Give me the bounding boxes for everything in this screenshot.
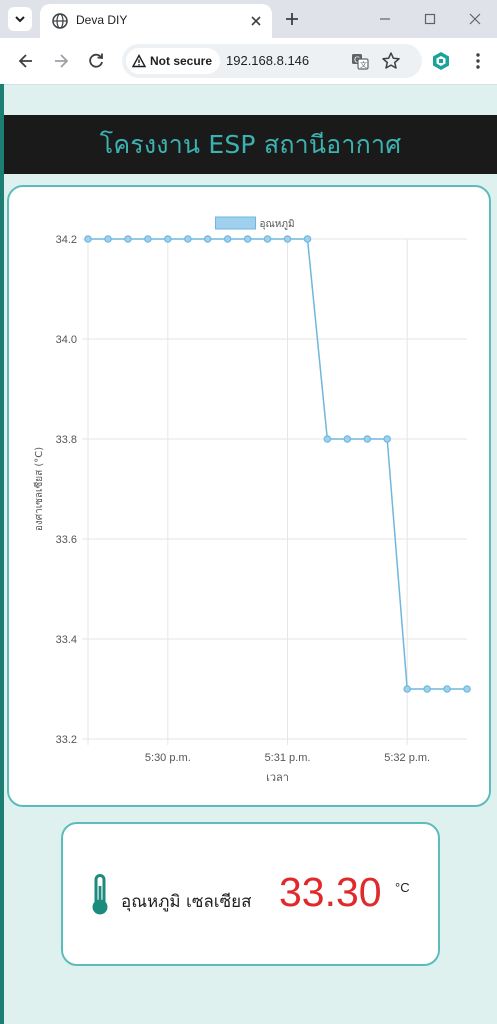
data-point[interactable] — [223, 235, 232, 243]
url-text[interactable]: 192.168.8.146 — [226, 53, 310, 68]
data-point[interactable] — [323, 435, 332, 443]
data-point[interactable] — [303, 235, 312, 243]
browser-tab-bar: Deva DIY — [0, 0, 497, 38]
data-point[interactable] — [443, 685, 451, 693]
arrow-right-icon[interactable] — [51, 51, 71, 71]
security-chip[interactable]: Not secure — [126, 48, 221, 74]
chart-grid — [82, 238, 467, 745]
translate-icon[interactable]: G 文 — [350, 51, 370, 71]
y-axis-title: องศาเซลเซียส (°C) — [33, 447, 45, 531]
address-bar[interactable]: Not secure 192.168.8.146 — [122, 44, 422, 78]
minimize-icon[interactable] — [377, 11, 393, 27]
data-point[interactable] — [243, 235, 252, 243]
data-point[interactable] — [343, 435, 352, 443]
chart-card: 34.2 34.0 33.8 33.6 33.4 33.2 5:30 p.m. 5:31 p.… — [7, 185, 491, 807]
page-header: โครงงาน ESP สถานีอากาศ — [4, 115, 497, 174]
plus-icon[interactable] — [284, 11, 300, 27]
data-point[interactable] — [283, 235, 292, 243]
arrow-left-icon[interactable] — [16, 51, 36, 71]
window-close-icon[interactable] — [467, 11, 483, 27]
data-point[interactable] — [403, 685, 411, 693]
browser-tab[interactable]: Deva DIY — [40, 4, 272, 38]
data-point[interactable] — [124, 235, 132, 243]
data-point[interactable] — [423, 685, 431, 693]
chart-legend[interactable]: อุณหภูมิ — [215, 216, 295, 230]
svg-text:文: 文 — [360, 60, 367, 69]
star-icon[interactable] — [381, 51, 401, 71]
svg-text:G: G — [354, 56, 360, 65]
y-tick-label: 34.0 — [56, 334, 77, 346]
reload-icon[interactable] — [86, 51, 106, 71]
data-point[interactable] — [164, 235, 172, 243]
thermometer-icon — [92, 874, 108, 915]
y-tick-label: 34.2 — [56, 234, 77, 246]
x-axis-title: เวลา — [266, 771, 289, 784]
temperature-unit: °C — [395, 880, 410, 895]
hexagon-icon[interactable] — [431, 51, 451, 71]
security-label: Not secure — [150, 54, 213, 68]
series-line — [88, 238, 467, 690]
data-point[interactable] — [144, 235, 152, 243]
tab-list-button[interactable] — [8, 7, 32, 31]
left-edge-strip — [0, 84, 4, 1024]
y-tick-label: 33.4 — [56, 634, 77, 646]
data-point[interactable] — [84, 235, 92, 243]
legend-swatch[interactable] — [215, 216, 256, 230]
x-tick-label: 5:32 p.m. — [384, 752, 430, 764]
browser-toolbar: Not secure 192.168.8.146 G 文 — [0, 38, 497, 85]
data-point[interactable] — [104, 235, 112, 243]
x-tick-label: 5:30 p.m. — [145, 752, 191, 764]
chevron-down-icon — [15, 16, 25, 23]
temperature-label: อุณหภูมิ เซลเซียส — [121, 892, 252, 912]
data-point[interactable] — [203, 235, 212, 243]
page-title: โครงงาน ESP สถานีอากาศ — [99, 129, 402, 159]
maximize-icon[interactable] — [422, 11, 438, 27]
chart-series — [84, 235, 471, 693]
data-point[interactable] — [363, 435, 372, 443]
tab-title: Deva DIY — [76, 13, 128, 27]
legend-label[interactable]: อุณหภูมิ — [260, 219, 295, 230]
temperature-line-chart: 34.2 34.0 33.8 33.6 33.4 33.2 5:30 p.m. 5:31 p.… — [33, 216, 471, 784]
y-tick-label: 33.6 — [56, 534, 77, 546]
temperature-reading-card: อุณหภูมิ เซลเซียส 33.30 °C — [61, 822, 440, 966]
y-tick-label: 33.8 — [56, 434, 77, 446]
globe-icon — [52, 13, 68, 29]
data-point[interactable] — [383, 435, 391, 443]
x-tick-label: 5:31 p.m. — [265, 752, 311, 764]
warning-icon — [132, 54, 146, 68]
chart-axis-labels: เวลา องศาเซลเซียส (°C) — [33, 447, 289, 784]
chart-axes: 34.2 34.0 33.8 33.6 33.4 33.2 5:30 p.m. 5:31 p.… — [56, 234, 431, 764]
data-point[interactable] — [463, 685, 471, 693]
kebab-menu-icon[interactable] — [468, 51, 488, 71]
y-tick-label: 33.2 — [56, 734, 77, 746]
data-point[interactable] — [184, 235, 192, 243]
close-icon[interactable] — [248, 13, 264, 29]
data-point[interactable] — [263, 235, 272, 243]
temperature-value: 33.30 — [279, 869, 382, 915]
